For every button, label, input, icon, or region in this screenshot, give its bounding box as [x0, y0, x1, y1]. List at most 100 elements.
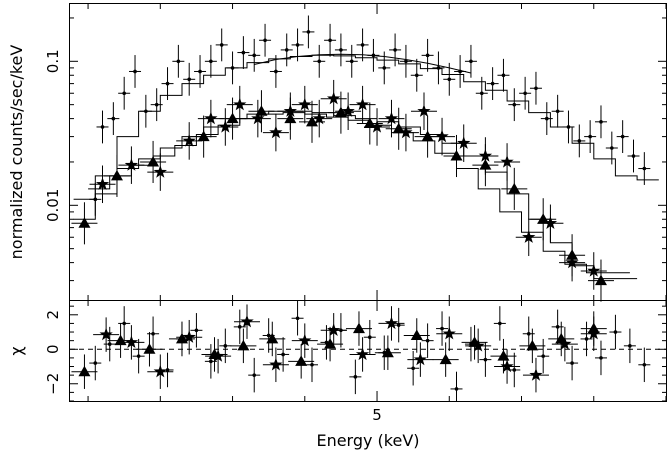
spectrum-y-ticks: 0.01 0.1	[44, 17, 666, 282]
triangle-point	[508, 182, 521, 194]
dot-point	[339, 48, 343, 52]
dot-point	[219, 43, 224, 47]
star-residual	[327, 323, 341, 336]
dot-residual	[165, 368, 170, 372]
dot-residual	[266, 333, 271, 338]
y-tick-label: 0.1	[44, 49, 62, 73]
dot-point	[631, 154, 636, 158]
triangle-residual	[237, 339, 250, 351]
dot-point	[263, 38, 267, 43]
x-axis-ticks: 5	[87, 4, 667, 424]
dot-point	[610, 146, 614, 150]
dot-point	[295, 43, 300, 47]
residual-y-axis-label: χ	[7, 346, 26, 355]
star-point	[204, 111, 218, 125]
dot-point	[620, 134, 625, 139]
dot-point	[241, 50, 246, 55]
dot-point	[414, 73, 419, 78]
triangle-point	[78, 217, 91, 228]
dot-point	[371, 53, 376, 58]
dot-point	[165, 81, 170, 86]
triangle-residual	[324, 338, 337, 349]
triangle-residual	[114, 334, 127, 346]
star-point	[417, 104, 431, 117]
dot-residual	[454, 387, 459, 391]
star-point	[298, 97, 312, 111]
dot-residual	[295, 316, 300, 321]
dot-point	[404, 59, 408, 64]
dot-residual	[151, 331, 155, 336]
triangle-residual	[497, 350, 510, 361]
residual-panel-frame	[69, 300, 667, 402]
residual-y-ticks: −2 0 2	[44, 305, 666, 402]
dot-residual	[613, 330, 618, 334]
star-point	[251, 111, 265, 125]
dot-residual	[209, 359, 213, 364]
star-point	[269, 125, 283, 139]
triangle-residual	[410, 329, 423, 340]
dot-residual	[440, 326, 444, 331]
dot-point	[523, 91, 527, 96]
star-point	[399, 125, 413, 139]
dot-residual	[584, 337, 589, 341]
triangle-point	[421, 130, 434, 142]
triangle-point	[594, 274, 607, 286]
y-tick-label: 0	[44, 345, 62, 355]
dot-residual	[411, 366, 415, 371]
star-point	[384, 111, 399, 125]
triangle-point	[450, 149, 463, 161]
dot-point	[382, 66, 387, 70]
dot-point	[436, 66, 441, 70]
dot-point	[349, 59, 354, 64]
triangle-point	[334, 106, 347, 118]
dot-residual	[353, 375, 358, 379]
star-point	[312, 111, 326, 125]
dot-residual	[599, 356, 603, 360]
spectrum-data-points	[71, 15, 651, 302]
dot-point	[93, 197, 98, 202]
triangle-residual	[266, 332, 279, 344]
star-residual	[99, 327, 113, 341]
y-tick-label: 2	[44, 310, 62, 320]
dot-point	[144, 109, 148, 114]
star-residual	[269, 357, 283, 371]
spectrum-panel-frame	[69, 3, 667, 301]
dot-residual	[237, 325, 242, 329]
star-point	[587, 264, 601, 277]
triangle-point	[537, 213, 550, 224]
star-residual	[182, 330, 196, 343]
triangle-residual	[587, 322, 600, 334]
dot-point	[577, 139, 582, 143]
dot-point	[198, 69, 202, 74]
star-point	[124, 158, 139, 171]
triangle-point	[110, 169, 123, 181]
triangle-point	[392, 122, 405, 134]
triangle-residual	[143, 343, 156, 354]
star-residual	[500, 359, 514, 373]
dot-point	[458, 69, 462, 74]
dot-point	[425, 53, 430, 58]
dot-residual	[512, 368, 517, 372]
dot-residual	[642, 362, 647, 367]
star-residual	[558, 337, 572, 350]
dot-point	[490, 81, 495, 86]
dot-point	[393, 48, 397, 52]
triangle-point	[197, 130, 210, 142]
residual-data-points	[71, 301, 651, 401]
dot-point	[566, 125, 571, 129]
dot-residual	[368, 335, 372, 340]
triangle-residual	[468, 336, 481, 347]
dot-point	[447, 77, 452, 82]
star-residual	[384, 316, 399, 330]
dot-residual	[310, 362, 314, 367]
triangle-point	[226, 112, 239, 124]
dot-residual	[396, 323, 401, 327]
x-tick-label: 5	[372, 406, 382, 424]
star-residual	[413, 352, 427, 366]
triangle-residual	[175, 332, 188, 344]
star-residual	[124, 335, 139, 348]
star-residual	[529, 368, 543, 381]
dot-point	[252, 53, 257, 58]
dot-point	[154, 102, 159, 107]
